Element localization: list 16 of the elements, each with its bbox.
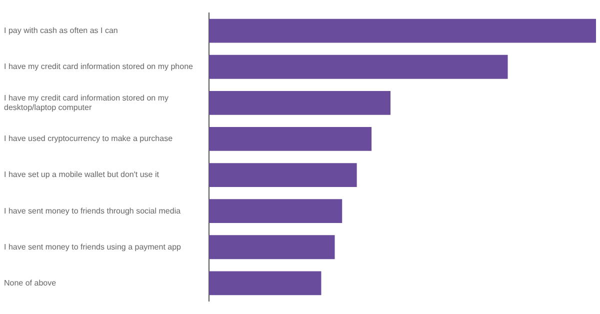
bar (208, 90, 390, 115)
y-tick-label: I have my credit card information stored on my desktop/laptop computer (4, 93, 169, 112)
y-tick-label: I have used cryptocurrency to make a purchase (4, 134, 174, 144)
bar (208, 235, 335, 260)
bar (208, 54, 508, 79)
bar (208, 18, 596, 43)
y-tick-label: I have set up a mobile wallet but don't use it (4, 170, 160, 180)
y-tick-label: I pay with cash as often as I can (4, 26, 118, 36)
y-tick-label: None of above (4, 278, 57, 288)
bar (208, 199, 342, 224)
bar (208, 271, 322, 296)
bar (208, 163, 357, 187)
bar (208, 127, 372, 151)
y-tick-label: I have sent money to friends through social media (4, 206, 182, 216)
y-tick-label: I have my credit card information stored on my phone (4, 62, 194, 72)
y-tick-label: I have sent money to friends using a payment app (4, 242, 182, 252)
